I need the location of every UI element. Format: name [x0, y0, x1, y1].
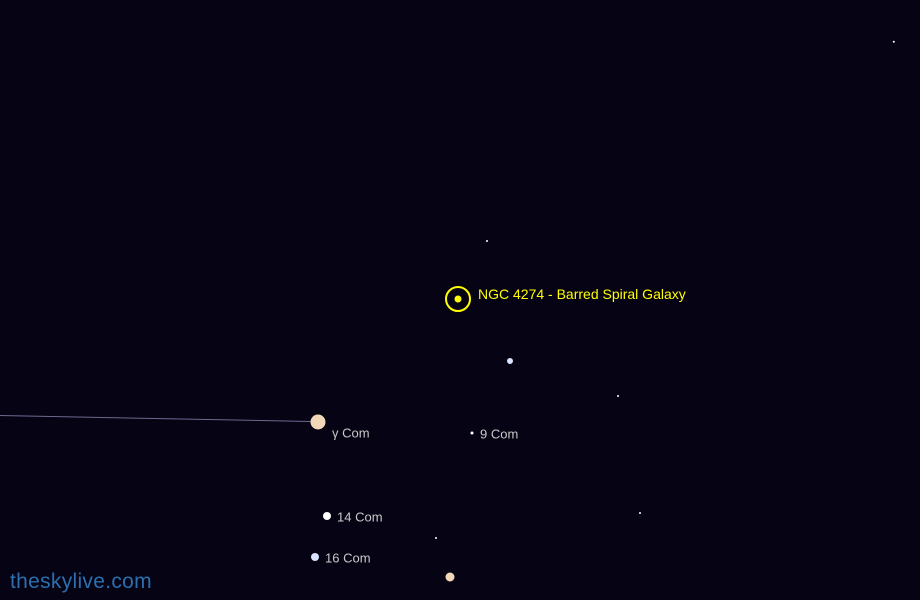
- star-chart: NGC 4274 - Barred Spiral Galaxy γ Com 14 …: [0, 0, 920, 600]
- star-star-f: [435, 537, 437, 539]
- target-dot-icon: [455, 296, 462, 303]
- star-star-c: [893, 41, 895, 43]
- star-14-com: [323, 512, 331, 520]
- star-star-b: [486, 240, 488, 242]
- star-label-14-com: 14 Com: [337, 510, 383, 525]
- star-16-com: [311, 553, 319, 561]
- star-9-com: [471, 432, 474, 435]
- star-gamma-com: [311, 415, 326, 430]
- target-label: NGC 4274 - Barred Spiral Galaxy: [478, 286, 686, 302]
- star-star-g: [446, 573, 455, 582]
- star-label-9-com: 9 Com: [480, 427, 518, 442]
- constellation-line: [0, 415, 311, 422]
- star-star-d: [617, 395, 619, 397]
- watermark: theskylive.com: [10, 570, 152, 594]
- star-star-a: [507, 358, 513, 364]
- star-label-16-com: 16 Com: [325, 551, 371, 566]
- star-label-gamma-com: γ Com: [332, 426, 370, 441]
- star-star-e: [639, 512, 641, 514]
